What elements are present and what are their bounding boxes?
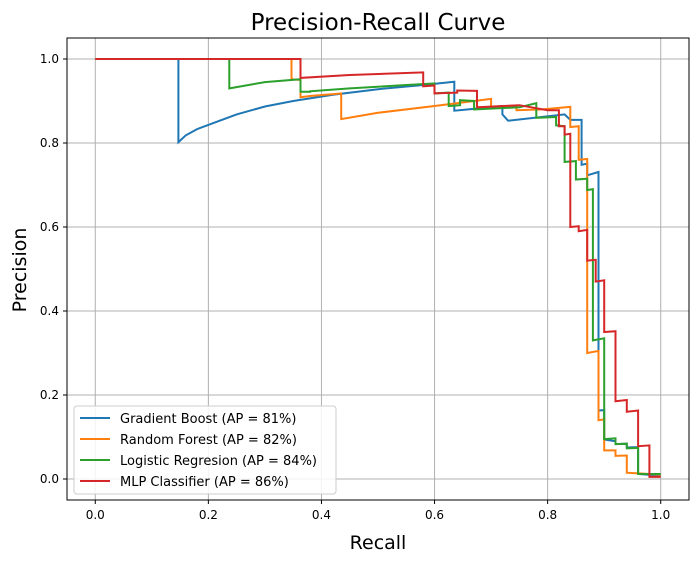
series-line-3 (95, 58, 661, 478)
y-tick-label: 0.6 (40, 220, 59, 234)
legend: Gradient Boost (AP = 81%) Random Forest (… (73, 405, 337, 495)
legend-entry: Logistic Regresion (AP = 84%) (120, 454, 317, 469)
plot-frame (66, 37, 690, 501)
x-tick-label: 0.6 (425, 508, 444, 522)
x-tick-label: 0.8 (538, 508, 557, 522)
legend-entry: Random Forest (AP = 82%) (120, 433, 297, 448)
legend-entry: MLP Classifier (AP = 86%) (120, 475, 289, 490)
legend-box (73, 405, 337, 495)
y-tick-label: 0.0 (40, 472, 59, 486)
series-layer (95, 58, 661, 478)
series-line-2 (95, 58, 661, 475)
y-axis-ticks: 0.0 0.2 0.4 0.6 0.8 1.0 (40, 52, 67, 486)
x-tick-label: 0.2 (199, 508, 218, 522)
legend-entry: Gradient Boost (AP = 81%) (120, 412, 296, 427)
y-tick-label: 0.4 (40, 304, 59, 318)
chart-title: Precision-Recall Curve (251, 10, 506, 36)
x-tick-label: 0.4 (312, 508, 331, 522)
x-axis-ticks: 0.0 0.2 0.4 0.6 0.8 1.0 (86, 500, 670, 522)
y-axis-label: Precision (9, 228, 31, 313)
y-tick-label: 1.0 (40, 52, 59, 66)
x-tick-label: 1.0 (651, 508, 670, 522)
y-tick-label: 0.8 (40, 136, 59, 150)
y-tick-label: 0.2 (40, 388, 59, 402)
series-line-1 (95, 58, 661, 476)
x-axis-label: Recall (350, 532, 407, 554)
x-tick-label: 0.0 (86, 508, 105, 522)
